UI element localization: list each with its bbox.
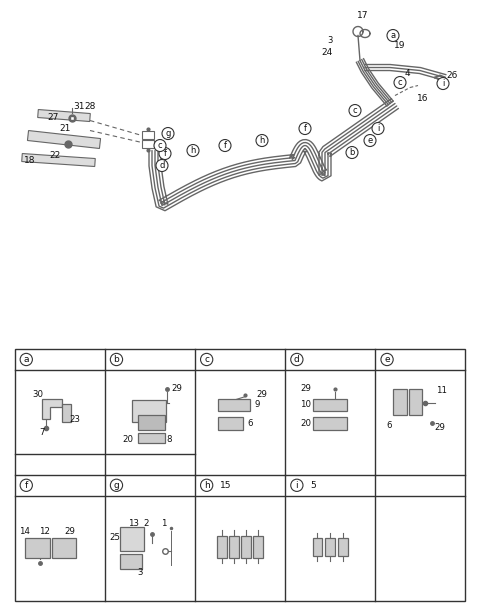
Text: 10: 10: [300, 401, 311, 409]
Text: h: h: [204, 481, 210, 490]
Bar: [132, 400, 167, 423]
Text: b: b: [349, 148, 355, 157]
Text: f: f: [24, 481, 28, 490]
Text: i: i: [377, 124, 379, 133]
Text: f: f: [224, 141, 227, 150]
Text: h: h: [259, 136, 264, 145]
Text: c: c: [158, 141, 162, 150]
Text: 17: 17: [357, 11, 369, 20]
Text: 24: 24: [322, 48, 333, 57]
Bar: [325, 538, 335, 557]
Text: c: c: [204, 355, 209, 364]
Bar: [312, 399, 347, 411]
Text: 20: 20: [300, 419, 311, 428]
Text: 31: 31: [73, 102, 85, 111]
Text: 7: 7: [39, 428, 45, 437]
Bar: [142, 139, 154, 147]
Text: 29: 29: [64, 527, 75, 537]
Bar: [241, 536, 251, 558]
Text: 6: 6: [386, 421, 392, 430]
Text: 29: 29: [434, 423, 445, 432]
Text: 29: 29: [172, 384, 183, 393]
Bar: [218, 417, 243, 429]
Bar: [393, 389, 407, 415]
Text: 27: 27: [48, 113, 59, 122]
Polygon shape: [38, 110, 90, 122]
Text: 3: 3: [327, 36, 333, 45]
Bar: [229, 536, 239, 558]
Text: 14: 14: [19, 527, 30, 537]
Text: c: c: [398, 78, 402, 87]
Bar: [253, 536, 263, 558]
Text: 28: 28: [84, 102, 96, 111]
Bar: [408, 389, 422, 415]
Text: 18: 18: [24, 156, 36, 165]
Text: a: a: [390, 31, 396, 40]
Bar: [218, 399, 250, 411]
Text: 29: 29: [300, 384, 311, 393]
Bar: [312, 538, 323, 557]
Bar: [61, 404, 72, 423]
Polygon shape: [42, 399, 61, 420]
Text: 5: 5: [311, 481, 316, 490]
Text: 19: 19: [394, 41, 406, 50]
Polygon shape: [22, 153, 95, 166]
Bar: [52, 538, 76, 558]
Text: 11: 11: [436, 386, 447, 395]
Text: 13: 13: [128, 519, 139, 528]
Text: 16: 16: [417, 94, 429, 103]
Text: i: i: [442, 79, 444, 88]
Polygon shape: [27, 130, 100, 149]
Text: f: f: [303, 124, 307, 133]
Text: 6: 6: [247, 419, 252, 428]
Text: a: a: [24, 355, 29, 364]
Text: 29: 29: [256, 390, 267, 399]
Text: 20: 20: [123, 435, 134, 445]
Text: d: d: [159, 161, 165, 170]
Bar: [138, 432, 166, 443]
Text: g: g: [114, 481, 120, 490]
Text: 23: 23: [70, 415, 81, 424]
Text: e: e: [367, 136, 372, 145]
Text: 4: 4: [404, 69, 410, 78]
Text: i: i: [296, 481, 298, 490]
Text: f: f: [164, 149, 167, 158]
Text: d: d: [294, 355, 300, 364]
Text: 8: 8: [167, 435, 172, 445]
Text: b: b: [114, 355, 120, 364]
Text: 22: 22: [49, 151, 60, 160]
Text: c: c: [353, 106, 357, 115]
Text: h: h: [190, 146, 196, 155]
Text: 2: 2: [143, 519, 149, 528]
Text: g: g: [165, 129, 171, 138]
Bar: [312, 417, 347, 429]
Text: 3: 3: [137, 568, 143, 577]
Bar: [120, 554, 142, 569]
Text: 25: 25: [109, 533, 120, 543]
Bar: [25, 538, 50, 558]
Bar: [142, 130, 154, 138]
Text: 12: 12: [39, 527, 50, 537]
Text: 21: 21: [60, 124, 71, 133]
Text: 9: 9: [255, 401, 260, 409]
Text: 1: 1: [161, 519, 166, 528]
Bar: [138, 415, 166, 429]
Text: e: e: [384, 355, 390, 364]
Bar: [217, 536, 227, 558]
Text: 15: 15: [220, 481, 232, 490]
Text: 30: 30: [33, 390, 44, 399]
Bar: [338, 538, 348, 557]
Bar: [120, 527, 144, 551]
Text: 26: 26: [446, 71, 458, 80]
